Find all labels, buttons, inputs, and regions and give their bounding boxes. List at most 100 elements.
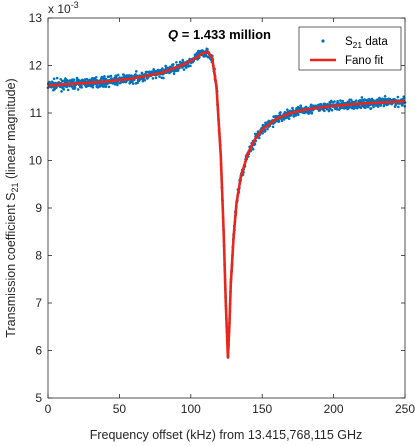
data-point (116, 81, 120, 84)
data-point (103, 74, 106, 78)
x-tick-label: 250 (395, 402, 415, 416)
y-tick-label: 11 (30, 106, 43, 120)
fano-fit-line (47, 50, 406, 359)
data-point (369, 107, 373, 110)
data-point (354, 99, 358, 102)
legend-label-fano-fit: Fano fit (345, 55, 384, 67)
data-point (291, 106, 294, 110)
data-point (287, 117, 291, 121)
x-tick-label: 50 (113, 402, 127, 416)
data-point (113, 82, 117, 86)
data-point (335, 108, 339, 111)
data-point (172, 72, 176, 76)
data-point (347, 107, 350, 110)
data-point (59, 78, 63, 81)
data-point (396, 95, 400, 99)
data-point (206, 47, 209, 51)
y-tick-label: 7 (35, 296, 42, 310)
data-point (339, 99, 342, 102)
data-point (66, 88, 70, 92)
y-tick-label: 6 (35, 344, 42, 358)
data-point (104, 85, 108, 88)
data-point (52, 77, 56, 81)
data-point (94, 75, 98, 79)
data-point (91, 86, 95, 89)
line-series-fano-fit (47, 50, 406, 359)
data-point (299, 104, 302, 107)
x-tick-label: 0 (45, 402, 52, 416)
data-point (376, 105, 380, 108)
q-annotation: Q = 1.433 million (168, 27, 271, 42)
data-point (308, 111, 311, 115)
x-tick-label: 100 (181, 402, 201, 416)
y-exponent-label: x 10-3 (48, 0, 79, 16)
y-tick-label: 12 (29, 59, 43, 73)
y-tick-label: 10 (29, 154, 43, 168)
data-point (251, 147, 255, 151)
y-axis-label: Transmission coefficient S21 (linear mag… (4, 78, 20, 337)
y-tick-label: 13 (29, 11, 43, 25)
data-point (323, 102, 327, 106)
data-point (73, 86, 77, 89)
data-point (91, 76, 94, 80)
data-point (360, 104, 364, 108)
x-axis-ticks: 0 50 100 150 200 250 (45, 18, 415, 416)
legend-box (298, 26, 402, 71)
legend-marker-s21-data (321, 39, 325, 43)
data-point (360, 96, 364, 99)
x-axis-label: Frequency offset (kHz) from 13.415,768,1… (90, 428, 363, 442)
data-point (158, 75, 161, 78)
data-point (116, 83, 119, 87)
data-point (76, 88, 80, 91)
data-point (55, 76, 59, 80)
y-tick-label: 5 (35, 391, 42, 405)
data-point (280, 119, 284, 123)
data-point (279, 111, 282, 114)
data-point (176, 69, 180, 72)
data-point (263, 130, 267, 133)
data-point (297, 113, 300, 117)
data-point (66, 85, 69, 88)
data-point (189, 64, 192, 68)
data-point (131, 82, 135, 85)
data-point (116, 73, 120, 77)
data-point (140, 71, 144, 75)
data-point (349, 98, 353, 102)
y-tick-label: 8 (35, 249, 42, 263)
data-point (294, 114, 298, 117)
data-point (182, 68, 186, 71)
data-point (80, 86, 83, 89)
data-point (122, 80, 125, 84)
data-point (171, 63, 175, 66)
data-point (151, 77, 155, 80)
y-axis-ticks: 5 6 7 8 9 10 11 12 13 (29, 11, 405, 405)
data-point (134, 70, 138, 73)
data-point (341, 99, 345, 103)
data-point (185, 66, 188, 69)
legend-label-s21-data: S21 data (345, 36, 388, 50)
data-point (330, 108, 334, 112)
data-point (162, 76, 165, 80)
data-point (154, 76, 158, 80)
data-point (289, 113, 293, 117)
data-point (257, 136, 261, 140)
data-point (266, 127, 269, 131)
x-tick-label: 200 (324, 402, 344, 416)
data-point (109, 74, 113, 78)
data-point (261, 132, 264, 135)
data-point (72, 78, 76, 81)
legend: S21 data Fano fit (298, 26, 402, 71)
data-point (107, 85, 111, 89)
data-point (91, 83, 95, 87)
data-point (271, 125, 275, 129)
data-point (136, 81, 139, 85)
data-point (328, 107, 332, 110)
data-point (175, 60, 178, 64)
data-point (355, 106, 359, 110)
y-tick-label: 9 (35, 201, 42, 215)
data-point (143, 78, 147, 82)
data-point (310, 111, 314, 115)
data-point (336, 99, 339, 103)
data-point (164, 64, 167, 68)
data-point (60, 90, 63, 93)
